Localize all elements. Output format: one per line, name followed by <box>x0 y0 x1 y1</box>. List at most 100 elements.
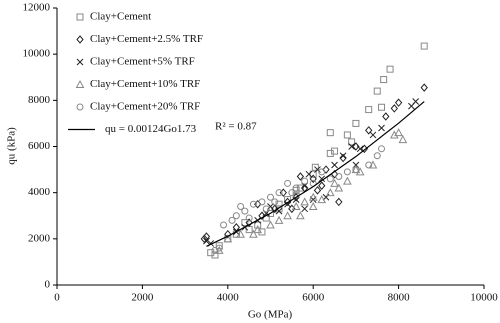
point <box>245 214 253 222</box>
point <box>318 175 326 183</box>
point <box>343 131 351 139</box>
x-tick-label: 8000 <box>388 292 411 304</box>
legend-label: Clay+Cement+20% TRF <box>90 101 200 113</box>
point <box>271 198 279 206</box>
x-tick-label: 0 <box>54 292 60 304</box>
point <box>343 168 351 176</box>
point <box>335 197 343 207</box>
point <box>258 228 266 236</box>
point <box>398 135 408 144</box>
legend-label: qu = 0.00124Go1.73 <box>105 123 197 135</box>
legend-label: Clay+Cement <box>90 11 151 23</box>
point <box>394 128 403 137</box>
point <box>308 192 318 201</box>
x-tick-label: 10000 <box>470 292 498 304</box>
point <box>232 223 240 232</box>
point <box>369 131 377 139</box>
point <box>301 177 309 185</box>
point <box>249 229 258 238</box>
point <box>339 152 347 160</box>
x-axis-label: Go (MPa) <box>248 309 293 321</box>
point <box>223 234 233 243</box>
point <box>309 170 317 178</box>
point <box>309 174 317 184</box>
point <box>382 112 390 121</box>
y-tick-label: 6000 <box>28 140 51 152</box>
point <box>317 195 327 204</box>
point <box>394 98 403 107</box>
point <box>203 237 210 245</box>
point <box>296 172 305 181</box>
point <box>378 145 386 153</box>
point <box>211 251 219 259</box>
point <box>330 178 339 187</box>
point <box>284 200 291 208</box>
point <box>352 119 360 127</box>
point <box>348 143 355 150</box>
point <box>249 200 257 208</box>
point <box>420 83 428 92</box>
point <box>326 175 334 183</box>
legend-label: Clay+Cement+2.5% TRF <box>90 33 203 45</box>
legend-label: Clay+Cement+10% TRF <box>90 78 200 90</box>
point <box>311 163 319 171</box>
y-tick-label: 2000 <box>28 232 51 244</box>
point <box>380 76 388 84</box>
point <box>262 205 270 213</box>
point <box>237 203 245 211</box>
y-tick-label: 10000 <box>23 48 51 60</box>
point <box>334 183 344 192</box>
point <box>254 221 262 229</box>
point <box>275 189 283 197</box>
point <box>326 149 334 157</box>
point <box>220 221 228 229</box>
point <box>343 176 352 185</box>
point <box>253 225 263 234</box>
point <box>236 229 245 238</box>
point <box>291 201 301 211</box>
point <box>296 184 304 192</box>
point <box>322 165 330 174</box>
legend-marker <box>76 58 84 66</box>
point <box>352 142 360 151</box>
point <box>335 173 343 181</box>
point <box>283 211 292 220</box>
point <box>211 246 219 254</box>
point <box>378 103 386 111</box>
legend-marker <box>76 13 84 21</box>
point <box>331 147 339 155</box>
legend-marker <box>76 103 84 111</box>
point <box>301 205 309 213</box>
point <box>365 106 373 114</box>
point <box>271 204 279 214</box>
point <box>386 65 394 73</box>
point <box>325 188 335 197</box>
point <box>331 161 338 169</box>
point <box>254 199 262 209</box>
point <box>284 179 292 187</box>
point <box>200 234 208 244</box>
point <box>274 215 284 224</box>
point <box>373 152 381 160</box>
legend-marker <box>75 79 85 88</box>
y-tick-label: 12000 <box>23 2 51 14</box>
point <box>267 209 274 217</box>
point <box>365 161 373 169</box>
point <box>408 102 415 110</box>
point <box>241 219 249 227</box>
legend-marker <box>76 35 84 44</box>
point <box>258 198 266 206</box>
point <box>241 207 249 215</box>
point <box>215 242 223 250</box>
y-tick-label: 4000 <box>28 186 51 198</box>
y-tick-label: 8000 <box>28 94 51 106</box>
point <box>348 138 356 146</box>
point <box>352 166 360 174</box>
point <box>339 153 347 163</box>
point <box>314 166 321 173</box>
y-tick-label: 0 <box>45 279 51 291</box>
legend-label: Clay+Cement+5% TRF <box>90 56 195 68</box>
point <box>356 145 364 153</box>
point <box>313 186 322 195</box>
